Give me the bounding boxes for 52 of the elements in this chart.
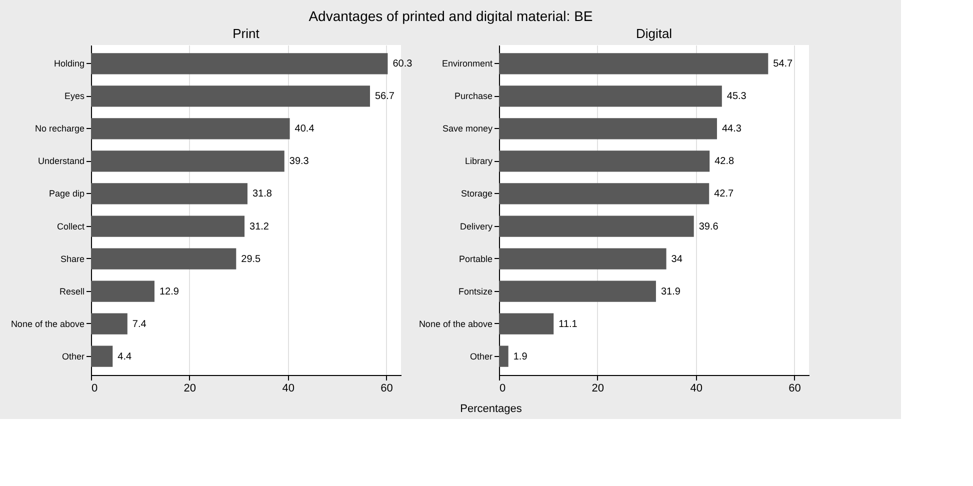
x-tick-label: 40 — [282, 382, 294, 394]
text: Advantages of printed and digital material: BE — [308, 8, 593, 24]
data-label: 56.7 — [375, 91, 395, 102]
data-label: 1.9 — [513, 351, 528, 362]
y-tick-label: No recharge — [34, 124, 84, 134]
chart-title: Digital — [636, 26, 672, 41]
y-tick-label: Other — [62, 351, 84, 362]
y-tick-label: Resell — [59, 286, 84, 296]
y-tick-label: Eyes — [64, 91, 85, 102]
data-label: 42.7 — [714, 188, 734, 200]
data-label: 29.5 — [241, 254, 262, 265]
y-tick-label: Share — [60, 254, 84, 264]
data-label: 7.4 — [132, 318, 147, 330]
x-tick-label: 60 — [788, 382, 801, 394]
x-axis-title: Percentages — [460, 403, 522, 415]
data-label: 31.8 — [252, 188, 272, 200]
x-tick-label: 60 — [380, 382, 393, 394]
x-tick-label: 40 — [690, 382, 702, 394]
y-tick-label: None of the above — [418, 318, 492, 329]
y-tick-label: Library — [464, 156, 493, 166]
y-tick-label: Environment — [442, 58, 493, 69]
data-label: 42.8 — [714, 156, 735, 168]
data-label: 4.4 — [118, 351, 132, 362]
data-label: 44.3 — [722, 124, 742, 135]
data-label: 40.4 — [294, 124, 315, 135]
y-tick-label: Collect — [56, 221, 85, 232]
data-label: 12.9 — [159, 286, 180, 298]
y-tick-label: Fontsize — [458, 286, 492, 296]
y-tick-label: Delivery — [460, 221, 493, 232]
chart-title: Print — [232, 26, 260, 41]
y-tick-label: Storage — [460, 188, 492, 199]
y-tick-label: Purchase — [454, 91, 492, 102]
x-tick-label: 20 — [184, 382, 196, 394]
y-tick-label: Other — [470, 351, 492, 362]
x-tick-label: 20 — [592, 382, 604, 394]
y-tick-label: None of the above — [10, 318, 84, 329]
data-label: 54.7 — [773, 58, 794, 70]
data-label: 34 — [671, 254, 683, 265]
data-label: 31.9 — [660, 286, 681, 298]
x-tick-label: 0 — [92, 382, 98, 394]
data-label: 39.6 — [698, 221, 719, 232]
y-tick-label: Page dip — [48, 188, 84, 199]
y-tick-label: Holding — [54, 58, 84, 69]
data-label: 11.1 — [558, 318, 578, 330]
y-tick-label: Understand — [38, 156, 84, 166]
data-label: 39.3 — [289, 156, 310, 168]
data-label: 45.3 — [726, 91, 747, 102]
data-label: 31.2 — [250, 221, 270, 232]
y-tick-label: Portable — [458, 254, 492, 264]
x-tick-label: 0 — [500, 382, 506, 394]
data-label: 60.3 — [392, 58, 413, 70]
y-tick-label: Save money — [442, 124, 493, 134]
